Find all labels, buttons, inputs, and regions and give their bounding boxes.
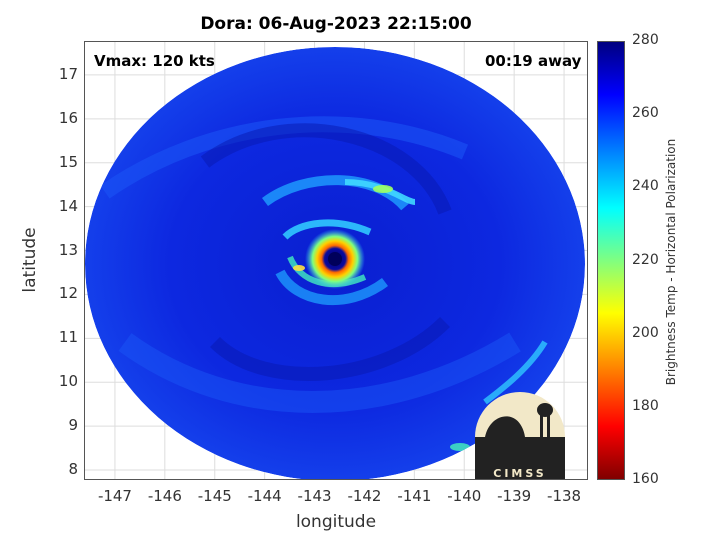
y-tick-label: 10	[58, 372, 78, 391]
colorbar-tick-label: 180	[632, 397, 659, 414]
y-tick-label: 15	[58, 152, 78, 171]
x-tick-label: -144	[247, 487, 282, 505]
map-svg: CIMSS	[85, 42, 587, 479]
y-tick-label: 14	[58, 196, 78, 215]
colorbar-tick-label: 220	[632, 251, 659, 268]
colorbar-label: Brightness Temp - Horizontal Polarizatio…	[664, 138, 678, 386]
x-tick-label: -142	[347, 487, 382, 505]
x-tick-label: -145	[197, 487, 232, 505]
cimss-logo-text: CIMSS	[493, 467, 546, 479]
colorbar-tick-label: 280	[632, 32, 659, 48]
y-axis-label: latitude	[20, 227, 40, 293]
time-away-label: 00:19 away	[485, 52, 582, 70]
x-tick-label: -143	[297, 487, 332, 505]
y-tick-label: 16	[58, 108, 78, 127]
x-tick-label: -141	[397, 487, 432, 505]
colorbar-tick-label: 160	[632, 471, 659, 487]
colorbar-tick-label: 240	[632, 178, 659, 195]
x-tick-label: -146	[147, 487, 182, 505]
vmax-label: Vmax: 120 kts	[94, 52, 215, 70]
map-title: Dora: 06-Aug-2023 22:15:00	[200, 14, 472, 34]
colorbar-tick-label: 260	[632, 105, 659, 122]
y-tick-label: 17	[58, 64, 78, 83]
colorbar-tick-label: 200	[632, 324, 659, 341]
y-tick-label: 11	[58, 328, 78, 347]
cimss-logo: CIMSS	[475, 392, 565, 479]
colorbar	[597, 41, 625, 480]
x-tick-label: -138	[547, 487, 582, 505]
x-tick-label: -147	[97, 487, 132, 505]
x-tick-label: -140	[447, 487, 482, 505]
map-plot-area: CIMSS	[84, 41, 588, 480]
y-tick-label: 9	[68, 416, 78, 435]
y-tick-label: 13	[58, 240, 78, 259]
y-tick-label: 8	[68, 460, 78, 479]
x-tick-label: -139	[497, 487, 532, 505]
x-axis-label: longitude	[295, 512, 377, 532]
y-tick-label: 12	[58, 284, 78, 303]
satellite-swath	[85, 47, 585, 479]
